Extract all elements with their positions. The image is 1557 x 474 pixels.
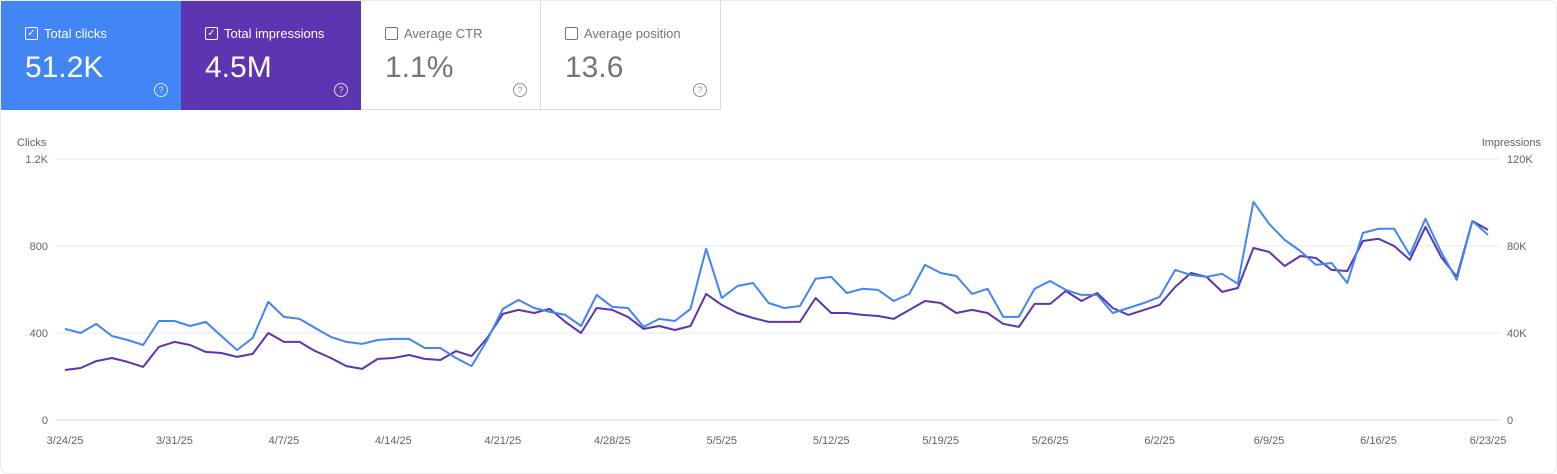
metric-value: 13.6 bbox=[565, 51, 624, 84]
metric-card-average-position[interactable]: Average position 13.6 ? bbox=[541, 1, 721, 110]
help-icon[interactable]: ? bbox=[154, 83, 168, 97]
metric-card-average-ctr[interactable]: Average CTR 1.1% ? bbox=[361, 1, 541, 110]
metric-value: 4.5M bbox=[205, 51, 272, 84]
checkbox-unchecked-icon[interactable] bbox=[385, 27, 398, 40]
help-icon[interactable]: ? bbox=[693, 83, 707, 97]
checkbox-unchecked-icon[interactable] bbox=[565, 27, 578, 40]
checkbox-checked-icon[interactable]: ✓ bbox=[25, 27, 38, 40]
metric-card-total-impressions[interactable]: ✓ Total impressions 4.5M ? bbox=[181, 1, 361, 110]
metric-card-total-clicks[interactable]: ✓ Total clicks 51.2K ? bbox=[1, 1, 181, 110]
metric-label: Average CTR bbox=[404, 26, 483, 41]
help-icon[interactable]: ? bbox=[513, 83, 527, 97]
metric-label: Average position bbox=[584, 26, 681, 41]
metric-label: Total impressions bbox=[224, 26, 325, 41]
metric-value: 1.1% bbox=[385, 51, 454, 84]
metric-label: Total clicks bbox=[44, 26, 107, 41]
checkbox-checked-icon[interactable]: ✓ bbox=[205, 27, 218, 40]
metric-cards: ✓ Total clicks 51.2K ? ✓ Total impressions… bbox=[1, 1, 721, 110]
help-icon[interactable]: ? bbox=[334, 83, 348, 97]
metric-value: 51.2K bbox=[25, 51, 104, 84]
